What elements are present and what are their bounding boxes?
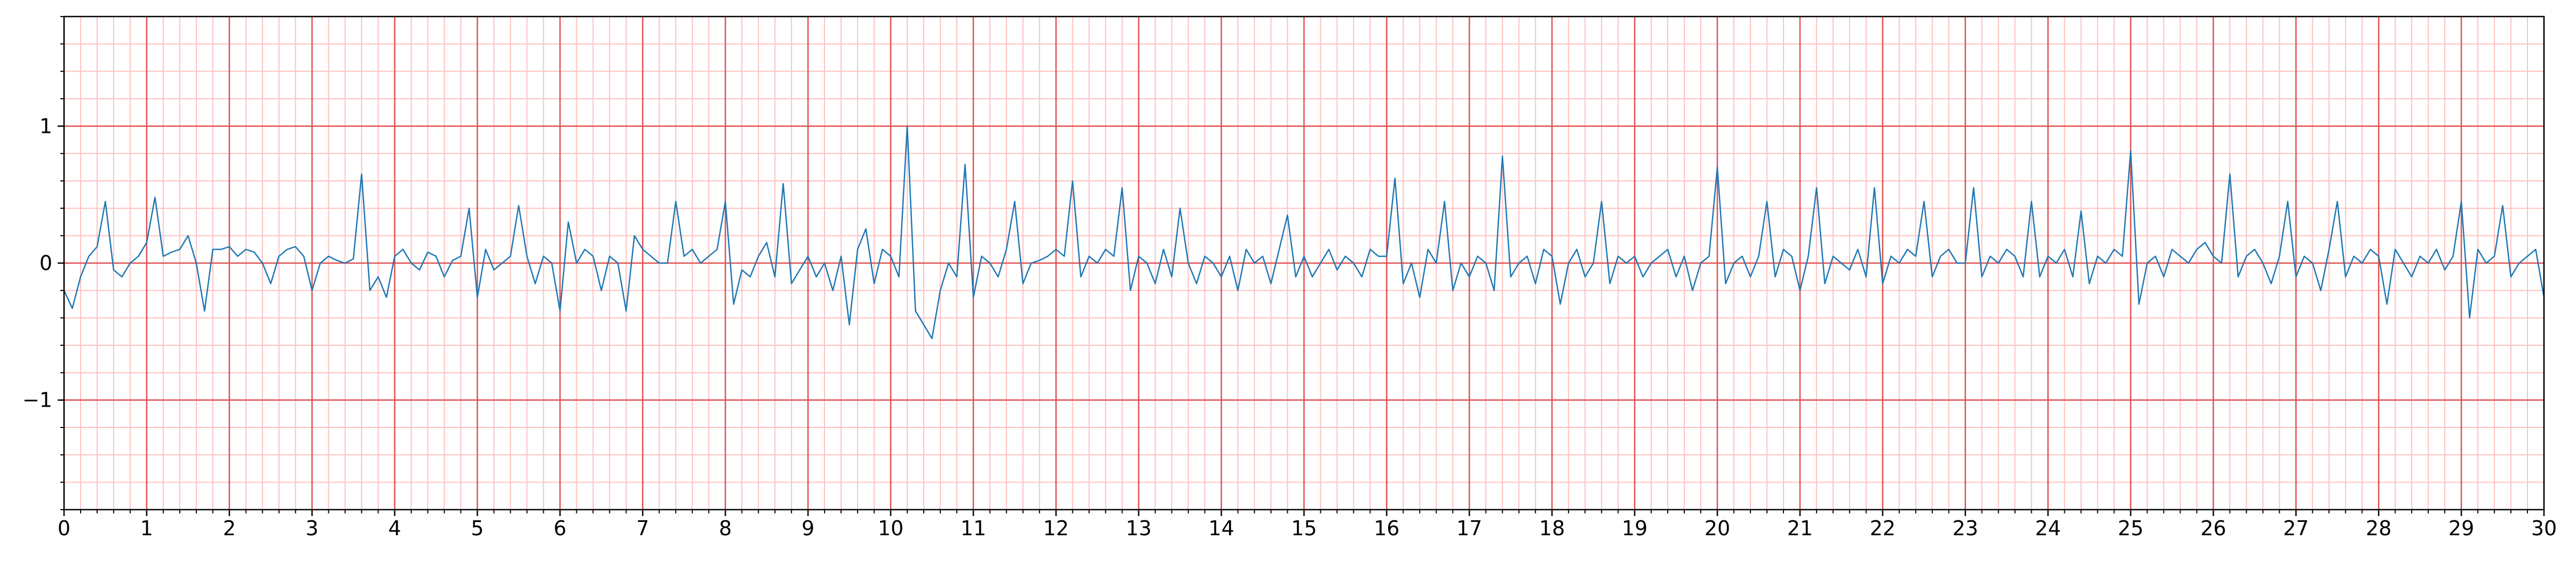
x-tick-label: 7 bbox=[636, 517, 649, 540]
x-tick-label: 13 bbox=[1126, 517, 1152, 540]
x-tick-label: 29 bbox=[2448, 517, 2474, 540]
x-tick-label: 28 bbox=[2366, 517, 2391, 540]
x-tick-label: 5 bbox=[471, 517, 484, 540]
x-tick-label: 22 bbox=[1870, 517, 1896, 540]
y-tick-label: 0 bbox=[39, 251, 52, 275]
x-tick-label: 3 bbox=[306, 517, 319, 540]
signal-line bbox=[63, 125, 2545, 339]
y-tick-label: −1 bbox=[22, 388, 52, 412]
x-tick-label: 21 bbox=[1787, 517, 1813, 540]
x-tick-label: 4 bbox=[389, 517, 401, 540]
x-tick-label: 19 bbox=[1622, 517, 1647, 540]
x-tick-label: 27 bbox=[2283, 517, 2309, 540]
x-tick-label: 26 bbox=[2200, 517, 2226, 540]
x-tick-label: 12 bbox=[1043, 517, 1069, 540]
x-tick-label: 11 bbox=[961, 517, 986, 540]
x-tick-label: 30 bbox=[2531, 517, 2557, 540]
x-tick-label: 14 bbox=[1208, 517, 1234, 540]
x-tick-label: 6 bbox=[553, 517, 566, 540]
y-tick-label: 1 bbox=[39, 114, 52, 138]
x-tick-label: 17 bbox=[1456, 517, 1482, 540]
x-tick-label: 1 bbox=[140, 517, 153, 540]
x-tick-label: 8 bbox=[719, 517, 732, 540]
x-tick-label: 2 bbox=[223, 517, 236, 540]
x-tick-label: 9 bbox=[802, 517, 814, 540]
x-tick-label: 24 bbox=[2035, 517, 2060, 540]
x-tick-label: 23 bbox=[1953, 517, 1978, 540]
x-tick-label: 15 bbox=[1291, 517, 1317, 540]
x-tick-label: 16 bbox=[1374, 517, 1399, 540]
x-tick-label: 18 bbox=[1539, 517, 1565, 540]
x-tick-label: 25 bbox=[2118, 517, 2143, 540]
x-tick-label: 0 bbox=[58, 517, 70, 540]
x-tick-label: 20 bbox=[1705, 517, 1730, 540]
plot-frame bbox=[63, 15, 2545, 511]
x-tick-label: 10 bbox=[878, 517, 903, 540]
